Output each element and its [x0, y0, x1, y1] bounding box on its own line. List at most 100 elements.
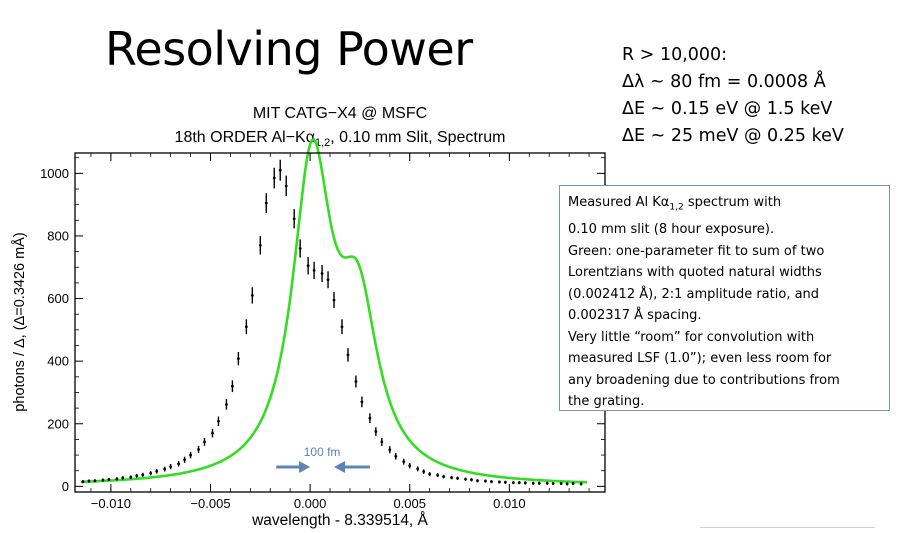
data-point: [264, 201, 268, 205]
data-point: [490, 480, 493, 484]
data-point: [115, 477, 119, 481]
data-point: [129, 475, 133, 479]
data-point: [81, 480, 85, 484]
data-point: [497, 480, 501, 484]
data-point: [476, 479, 479, 483]
note-line: Measured Al Kα1,2 spectrum with: [568, 192, 881, 219]
note-line: (0.002412 Å), 2:1 amplitude ratio, and: [568, 286, 820, 302]
spacing-annotation: 100 fm: [276, 445, 370, 473]
chart-title-line2: 18th ORDER Al−Kα1,2, 0.10 mm Slit, Spect…: [75, 129, 605, 149]
data-point: [579, 482, 583, 486]
data-point: [368, 416, 372, 420]
data-point: [87, 479, 91, 483]
y-tick-label: 800: [47, 228, 69, 243]
data-point: [511, 481, 515, 485]
note-line: Very little “room” for convolution with: [568, 329, 815, 345]
chart-title-suffix: , 0.10 mm Slit, Spectrum: [330, 129, 506, 146]
data-point: [155, 469, 159, 473]
data-point: [517, 481, 521, 485]
stat-line: ΔE ~ 0.15 eV @ 1.5 keV: [622, 99, 833, 119]
data-point: [278, 168, 282, 172]
y-tick-label: 1000: [40, 166, 69, 181]
data-point: [416, 467, 420, 471]
plot-frame: [74, 152, 606, 493]
note-line: any broadening due to contributions from: [568, 372, 840, 388]
spacing-label: 100 fm: [304, 445, 341, 459]
data-point: [258, 243, 262, 247]
data-point: [236, 357, 240, 361]
note-line: 0.10 mm slit (8 hour exposure).: [568, 222, 775, 238]
note-line1-prefix: Measured Al Kα: [568, 195, 670, 210]
data-point: [408, 464, 412, 468]
data-point: [571, 482, 575, 485]
x-axis-label: wavelength - 8.339514, Å: [251, 512, 428, 529]
data-point: [484, 479, 487, 483]
data-point: [135, 474, 139, 478]
data-point: [312, 268, 316, 272]
left-arrow-head: [299, 461, 311, 473]
y-tick-label: 600: [47, 291, 69, 306]
data-point: [292, 217, 296, 221]
y-tick-label: 200: [47, 416, 69, 431]
data-point: [231, 384, 234, 388]
data-point: [326, 278, 330, 282]
data-point: [225, 402, 228, 406]
data-point: [244, 325, 248, 329]
data-point: [388, 448, 392, 452]
slide-title: Resolving Power: [105, 22, 473, 76]
x-tick-label: −0.010: [91, 496, 131, 511]
data-point: [422, 470, 426, 474]
stat-line: R > 10,000:: [622, 45, 728, 65]
note-line: the grating.: [568, 394, 645, 410]
fit-curve: [80, 137, 588, 484]
data-point: [428, 472, 432, 476]
data-point: [211, 431, 214, 435]
data-point: [93, 479, 97, 483]
note-line: Lorentzians with quoted natural widths: [568, 265, 822, 281]
note-line: 0.002317 Å spacing.: [568, 308, 702, 324]
data-point: [551, 482, 555, 485]
data-point: [531, 481, 535, 485]
data-point: [284, 184, 288, 188]
data-point: [250, 294, 254, 297]
data-point: [559, 482, 563, 485]
data-point: [332, 298, 336, 302]
data-point: [177, 462, 181, 466]
x-tick-label: 0.005: [393, 496, 426, 511]
data-point: [464, 477, 467, 481]
note-line: Green: one-parameter fit to sum of two: [568, 243, 825, 259]
data-point: [101, 478, 105, 482]
data-point: [346, 353, 350, 357]
note-line: measured LSF (1.0”); even less room for: [568, 351, 832, 367]
chart-title-line1: MIT CATG−X4 @ MSFC: [252, 105, 428, 122]
y-tick-label: 400: [47, 354, 69, 369]
data-point: [169, 465, 173, 469]
data-point: [320, 272, 324, 275]
resolving-power-stats: R > 10,000: Δλ ~ 80 fm = 0.0008 Å ΔE ~ 0…: [622, 42, 844, 150]
data-point: [306, 264, 310, 268]
note-line1-suffix: spectrum with: [683, 195, 782, 210]
data-point: [340, 325, 344, 329]
note-line1-sub: 1,2: [669, 202, 684, 213]
data-point: [121, 476, 125, 480]
explanation-note: Measured Al Kα1,2 spectrum with 0.10 mm …: [559, 185, 890, 411]
data-point: [149, 471, 153, 475]
data-point: [470, 478, 473, 482]
stat-line: ΔE ~ 25 meV @ 0.25 keV: [622, 126, 844, 146]
data-point: [450, 476, 453, 480]
data-point: [163, 467, 167, 471]
data-point: [354, 380, 358, 383]
data-point: [545, 481, 549, 485]
data-point: [203, 440, 206, 444]
data-point: [402, 460, 406, 464]
data-point: [394, 454, 398, 458]
divider: [700, 527, 875, 528]
data-point: [523, 481, 527, 485]
chart-title-subscript: 1,2: [314, 137, 331, 150]
data-point: [503, 480, 507, 484]
data-point: [442, 475, 446, 479]
data-point: [141, 473, 145, 477]
x-tick-label: −0.005: [190, 496, 230, 511]
data-point: [360, 400, 364, 404]
